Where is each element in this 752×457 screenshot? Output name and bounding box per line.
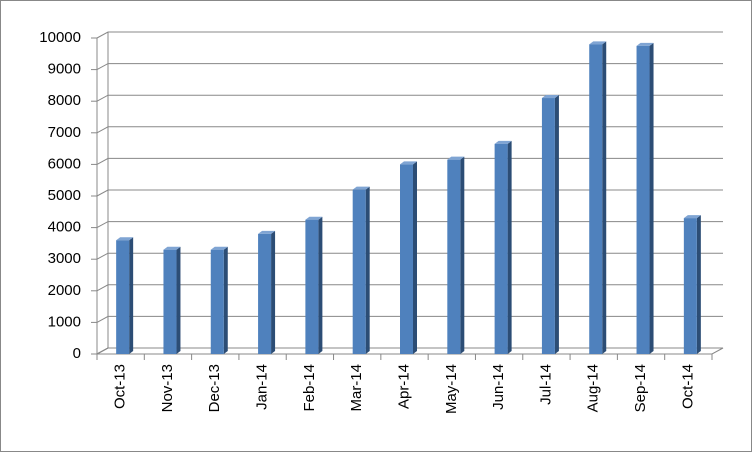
x-tick-label: Dec-13 xyxy=(206,364,223,412)
y-tick-label: 3000 xyxy=(48,250,81,267)
y-tick-label: 1000 xyxy=(48,313,81,330)
bar-side xyxy=(223,246,228,354)
bar-group xyxy=(494,140,512,354)
bar-group xyxy=(447,156,465,354)
y-tick-label: 10000 xyxy=(39,29,81,46)
bar-group xyxy=(163,246,181,354)
bar-group xyxy=(636,42,654,355)
bar xyxy=(683,218,697,354)
bar-top xyxy=(258,230,276,234)
grid-line xyxy=(96,189,723,197)
bar-top xyxy=(352,186,370,190)
x-tick-label: Mar-14 xyxy=(348,364,365,412)
bar-top xyxy=(400,161,417,165)
bar xyxy=(305,219,319,354)
bar xyxy=(541,98,555,354)
bar-top xyxy=(305,216,323,220)
bar-side xyxy=(507,140,512,354)
grid-line xyxy=(96,284,723,292)
grid-line xyxy=(96,221,723,229)
bar-top xyxy=(163,246,181,250)
bar-side xyxy=(318,216,323,354)
bar-group xyxy=(210,246,228,354)
bar-group xyxy=(683,215,701,354)
grid-line xyxy=(96,347,723,355)
bar xyxy=(400,164,413,354)
bar-side xyxy=(176,246,181,354)
bar-side xyxy=(460,156,465,354)
bar xyxy=(116,240,130,354)
grid-line xyxy=(96,126,723,134)
bar-top xyxy=(636,42,654,46)
grid-line xyxy=(96,252,723,260)
bar-group xyxy=(541,95,559,354)
bar xyxy=(163,249,177,354)
bar xyxy=(447,159,461,354)
grid-line xyxy=(96,31,723,39)
bar-group xyxy=(589,41,607,354)
bar-side xyxy=(365,186,370,354)
bar-top xyxy=(494,140,512,144)
bar-top xyxy=(541,95,559,99)
bar xyxy=(352,189,366,354)
y-tick-label: 4000 xyxy=(48,219,81,236)
y-tick-label: 5000 xyxy=(48,187,81,204)
x-tick-label: Oct-14 xyxy=(679,364,696,409)
bar xyxy=(589,44,603,354)
bar-group xyxy=(258,230,276,354)
bar-group xyxy=(116,237,134,354)
y-tick-label: 2000 xyxy=(48,282,81,299)
bar-side xyxy=(696,215,701,354)
bar-side xyxy=(602,41,607,354)
bar-top xyxy=(683,215,701,219)
y-tick-label: 6000 xyxy=(48,155,81,172)
grid-line xyxy=(96,94,723,102)
x-tick-label: Nov-13 xyxy=(159,364,176,412)
x-tick-label: Sep-14 xyxy=(632,364,649,412)
bar-group xyxy=(400,161,417,354)
grid-line xyxy=(96,157,723,165)
y-tick-label: 9000 xyxy=(48,61,81,78)
bar-top xyxy=(447,156,465,160)
bar-side xyxy=(413,161,417,354)
bar-top xyxy=(589,41,607,45)
y-tick-label: 0 xyxy=(73,345,81,362)
x-tick-label: Feb-14 xyxy=(301,364,318,412)
bar-group xyxy=(352,186,370,354)
x-tick-label: Jan-14 xyxy=(254,364,271,410)
bar-side xyxy=(649,42,654,355)
bar-side xyxy=(271,230,276,354)
grid-line xyxy=(96,63,723,71)
bar xyxy=(494,143,508,354)
bar-side xyxy=(129,237,134,354)
bar-top xyxy=(116,237,134,241)
bar xyxy=(210,249,224,354)
bar xyxy=(636,45,650,355)
bar-top xyxy=(210,246,228,250)
y-tick-label: 7000 xyxy=(48,124,81,141)
x-tick-label: Oct-13 xyxy=(112,364,129,409)
y-tick-label: 8000 xyxy=(48,92,81,109)
x-tick-label: Jun-14 xyxy=(490,364,507,410)
x-tick-label: Aug-14 xyxy=(585,364,602,412)
grid-line xyxy=(96,315,723,323)
x-tick-label: Apr-14 xyxy=(395,364,412,409)
bar-side xyxy=(554,95,559,354)
bar-group xyxy=(305,216,323,354)
x-tick-label: Jul-14 xyxy=(537,364,554,405)
x-tick-label: May-14 xyxy=(443,364,460,414)
bar xyxy=(258,233,272,354)
